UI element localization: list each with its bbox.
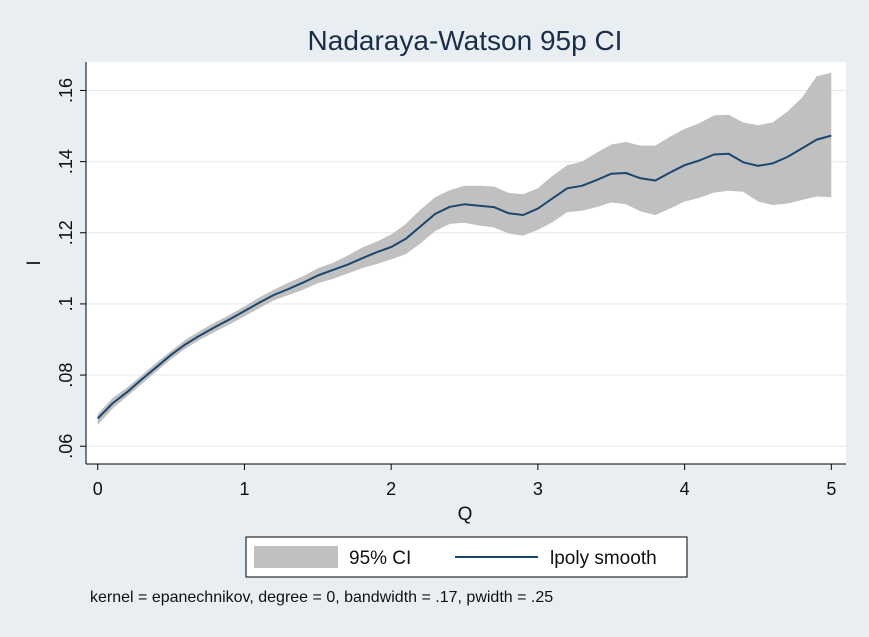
x-tick-label: 4	[680, 479, 690, 499]
y-tick-label: .1	[56, 296, 76, 311]
x-axis-label: Q	[458, 504, 473, 525]
chart-note: kernel = epanechnikov, degree = 0, bandw…	[90, 589, 553, 606]
legend: 95% CI lpoly smooth	[245, 536, 688, 578]
legend-swatch-ci	[254, 546, 338, 568]
chart-title: Nadaraya-Watson 95p CI	[308, 25, 623, 56]
y-tick-label: .14	[56, 149, 76, 174]
legend-label-ci: 95% CI	[349, 548, 411, 569]
x-tick-label: 3	[533, 479, 543, 499]
y-axis-label: I	[24, 260, 45, 265]
ci-band-layer	[97, 72, 832, 425]
x-tick-label: 2	[386, 479, 396, 499]
y-tick-label: .16	[56, 78, 76, 103]
y-tick-label: .12	[56, 220, 76, 245]
y-tick-label: .08	[56, 363, 76, 388]
y-tick-label: .06	[56, 434, 76, 459]
line-layer	[96, 134, 832, 420]
x-tick-label: 0	[93, 479, 103, 499]
x-tick-label: 1	[239, 479, 249, 499]
grid-lines	[86, 89, 846, 447]
lpoly-smooth-line	[96, 134, 832, 420]
legend-label-smooth: lpoly smooth	[550, 548, 657, 569]
x-tick-label: 5	[826, 479, 836, 499]
x-ticks: 0 1 2 3 4 5	[93, 464, 836, 499]
y-ticks: .06 .08 .1 .12 .14 .16	[56, 78, 86, 459]
axes	[85, 62, 846, 465]
ci-band	[97, 72, 832, 425]
